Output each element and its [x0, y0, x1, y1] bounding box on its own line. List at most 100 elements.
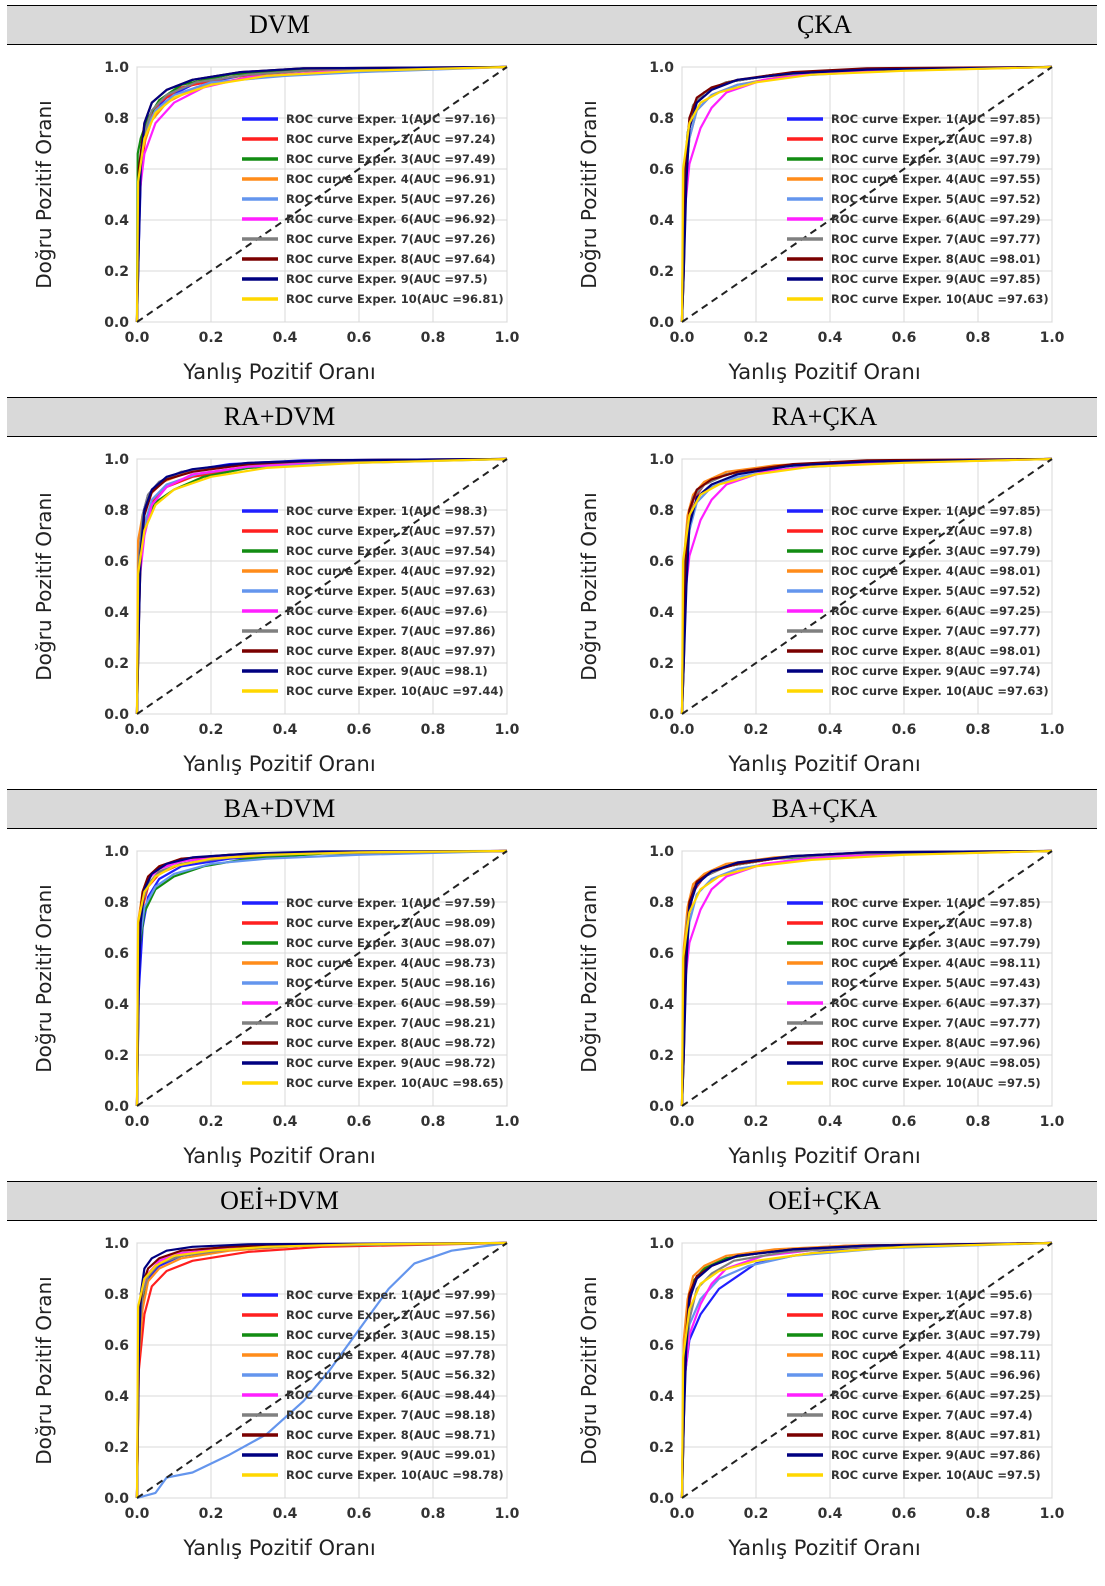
roc-curve-10 [135, 457, 508, 715]
chart-panel: BA+DVM 0.0 0.2 0.4 0.6 0.8 1.0 0.0 0.2 0.4 0.6 0.8 1… [7, 789, 552, 1181]
y-tick-label: 0.4 [649, 213, 674, 229]
roc-curve-3 [135, 65, 508, 323]
roc-curve-9 [680, 1241, 1053, 1499]
y-tick-label: 0.4 [104, 605, 129, 621]
legend-label: ROC curve Exper. 4(AUC =98.01) [831, 564, 1041, 578]
y-tick-label: 1.0 [104, 1236, 129, 1252]
x-tick-label: 0.6 [347, 1506, 372, 1522]
x-tick-label: 0.0 [670, 330, 695, 346]
x-axis-title: Yanlış Pozitif Oranı [183, 752, 376, 776]
legend-label: ROC curve Exper. 8(AUC =98.01) [831, 252, 1041, 266]
legend-label: ROC curve Exper. 7(AUC =98.21) [286, 1016, 496, 1030]
y-tick-label: 0.0 [104, 1099, 129, 1115]
x-tick-label: 0.0 [670, 1506, 695, 1522]
x-tick-label: 0.2 [744, 1506, 769, 1522]
roc-chart: 0.0 0.2 0.4 0.6 0.8 1.0 0.0 0.2 0.4 0.6 0.8 1.0 Doğr… [32, 844, 520, 1130]
y-tick-label: 0.2 [649, 656, 674, 672]
legend-label: ROC curve Exper. 3(AUC =97.79) [831, 544, 1041, 558]
roc-chart: 0.0 0.2 0.4 0.6 0.8 1.0 0.0 0.2 0.4 0.6 0.8 1.0 Doğr… [32, 60, 520, 346]
legend: ROC curve Exper. 1(AUC =97.85) ROC curve … [787, 112, 1049, 306]
roc-chart: 0.0 0.2 0.4 0.6 0.8 1.0 0.0 0.2 0.4 0.6 0.8 1.0 Doğr… [577, 844, 1065, 1130]
x-tick-label: 0.6 [347, 722, 372, 738]
y-tick-label: 0.0 [649, 315, 674, 331]
chart-title: RA+DVM [7, 397, 552, 437]
x-axis-title: Yanlış Pozitif Oranı [728, 1536, 921, 1560]
legend-label: ROC curve Exper. 6(AUC =97.37) [831, 996, 1041, 1010]
chance-diagonal [136, 66, 508, 323]
legend-label: ROC curve Exper. 2(AUC =97.56) [286, 1308, 496, 1322]
y-tick-label: 0.6 [649, 162, 674, 178]
legend-label: ROC curve Exper. 5(AUC =97.26) [286, 192, 496, 206]
x-tick-label: 0.6 [892, 330, 917, 346]
y-tick-label: 0.0 [649, 707, 674, 723]
y-tick-label: 0.8 [104, 1287, 129, 1303]
x-tick-label: 0.4 [273, 1506, 298, 1522]
legend-label: ROC curve Exper. 1(AUC =97.16) [286, 112, 496, 126]
legend-label: ROC curve Exper. 7(AUC =97.86) [286, 624, 496, 638]
x-axis-title: Yanlış Pozitif Oranı [728, 1144, 921, 1168]
x-tick-label: 0.4 [818, 722, 843, 738]
x-tick-label: 0.8 [421, 1114, 446, 1130]
chart-panel: OEİ+DVM 0.0 0.2 0.4 0.6 0.8 1.0 0.0 0.2 0.4 0.6 0.8… [7, 1181, 552, 1573]
x-tick-label: 0.0 [125, 1114, 150, 1130]
legend-label: ROC curve Exper. 2(AUC =97.8) [831, 1308, 1033, 1322]
y-tick-label: 0.2 [649, 1048, 674, 1064]
x-tick-label: 0.2 [744, 722, 769, 738]
y-tick-label: 0.6 [104, 554, 129, 570]
y-tick-label: 0.4 [649, 997, 674, 1013]
legend-label: ROC curve Exper. 9(AUC =99.01) [286, 1448, 496, 1462]
y-tick-label: 0.4 [649, 605, 674, 621]
x-tick-label: 0.0 [670, 722, 695, 738]
x-tick-label: 1.0 [1040, 1506, 1065, 1522]
legend-label: ROC curve Exper. 5(AUC =97.63) [286, 584, 496, 598]
legend-label: ROC curve Exper. 2(AUC =97.8) [831, 132, 1033, 146]
legend-label: ROC curve Exper. 1(AUC =97.99) [286, 1288, 496, 1302]
y-tick-label: 0.2 [649, 264, 674, 280]
x-tick-label: 0.4 [273, 1114, 298, 1130]
x-tick-label: 0.4 [818, 1114, 843, 1130]
legend-label: ROC curve Exper. 8(AUC =98.01) [831, 644, 1041, 658]
legend-label: ROC curve Exper. 7(AUC =97.26) [286, 232, 496, 246]
y-tick-label: 1.0 [649, 1236, 674, 1252]
y-tick-label: 0.8 [649, 895, 674, 911]
legend: ROC curve Exper. 1(AUC =97.99) ROC curve … [242, 1288, 504, 1482]
chance-diagonal [681, 1242, 1053, 1499]
legend: ROC curve Exper. 1(AUC =98.3) ROC curve E… [242, 504, 504, 698]
y-tick-label: 0.6 [104, 162, 129, 178]
x-tick-label: 0.4 [818, 330, 843, 346]
x-tick-label: 0.8 [966, 1114, 991, 1130]
legend-label: ROC curve Exper. 4(AUC =97.92) [286, 564, 496, 578]
legend-label: ROC curve Exper. 9(AUC =97.5) [286, 272, 488, 286]
x-tick-label: 0.0 [125, 330, 150, 346]
x-tick-label: 0.0 [125, 1506, 150, 1522]
legend-label: ROC curve Exper. 1(AUC =97.85) [831, 896, 1041, 910]
x-tick-label: 0.2 [744, 1114, 769, 1130]
x-tick-label: 0.0 [670, 1114, 695, 1130]
roc-curve-10 [680, 1241, 1053, 1499]
chart-panel: RA+ÇKA 0.0 0.2 0.4 0.6 0.8 1.0 0.0 0.2 0.4 0.6 0.8 1… [552, 397, 1097, 789]
y-tick-label: 1.0 [104, 452, 129, 468]
legend-label: ROC curve Exper. 1(AUC =97.85) [831, 112, 1041, 126]
x-tick-label: 0.6 [892, 722, 917, 738]
legend-label: ROC curve Exper. 2(AUC =97.8) [831, 524, 1033, 538]
legend-label: ROC curve Exper. 5(AUC =97.43) [831, 976, 1041, 990]
legend-label: ROC curve Exper. 10(AUC =97.5) [831, 1076, 1041, 1090]
y-tick-label: 0.4 [104, 997, 129, 1013]
chart-title: ÇKA [552, 5, 1097, 45]
x-tick-label: 0.4 [273, 722, 298, 738]
chart-title: RA+ÇKA [552, 397, 1097, 437]
legend-label: ROC curve Exper. 8(AUC =97.96) [831, 1036, 1041, 1050]
x-tick-label: 0.4 [273, 330, 298, 346]
legend-label: ROC curve Exper. 8(AUC =98.71) [286, 1428, 496, 1442]
x-tick-label: 0.6 [892, 1114, 917, 1130]
y-tick-label: 0.6 [649, 554, 674, 570]
legend-label: ROC curve Exper. 6(AUC =96.92) [286, 212, 496, 226]
legend-label: ROC curve Exper. 2(AUC =97.57) [286, 524, 496, 538]
legend-label: ROC curve Exper. 7(AUC =97.77) [831, 624, 1041, 638]
x-tick-label: 0.8 [966, 330, 991, 346]
legend-label: ROC curve Exper. 1(AUC =97.59) [286, 896, 496, 910]
y-axis-title: Doğru Pozitif Oranı [32, 100, 56, 288]
roc-curve-9 [135, 1241, 508, 1499]
y-tick-label: 0.4 [649, 1389, 674, 1405]
x-tick-label: 0.6 [347, 330, 372, 346]
